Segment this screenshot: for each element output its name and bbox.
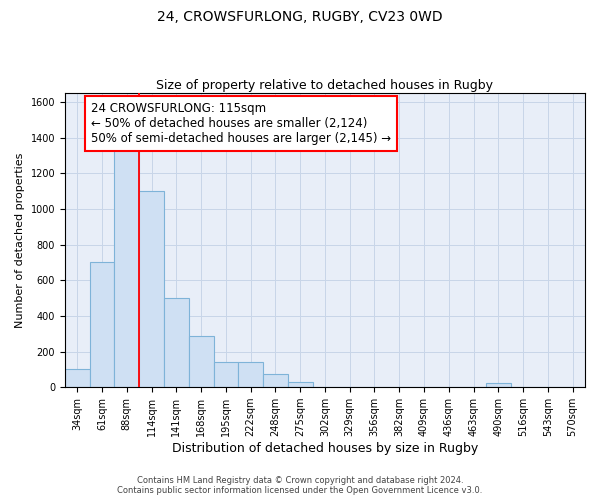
Text: 24, CROWSFURLONG, RUGBY, CV23 0WD: 24, CROWSFURLONG, RUGBY, CV23 0WD bbox=[157, 10, 443, 24]
Y-axis label: Number of detached properties: Number of detached properties bbox=[15, 152, 25, 328]
Bar bbox=[486, 383, 511, 387]
Title: Size of property relative to detached houses in Rugby: Size of property relative to detached ho… bbox=[157, 79, 493, 92]
Bar bbox=[189, 336, 214, 387]
Bar bbox=[89, 262, 115, 387]
Text: Contains HM Land Registry data © Crown copyright and database right 2024.
Contai: Contains HM Land Registry data © Crown c… bbox=[118, 476, 482, 495]
Bar bbox=[115, 148, 139, 387]
Bar bbox=[263, 374, 288, 387]
Bar bbox=[139, 191, 164, 387]
Text: 24 CROWSFURLONG: 115sqm
← 50% of detached houses are smaller (2,124)
50% of semi: 24 CROWSFURLONG: 115sqm ← 50% of detache… bbox=[91, 102, 391, 145]
Bar bbox=[65, 370, 89, 387]
Bar bbox=[288, 382, 313, 387]
Bar bbox=[164, 298, 189, 387]
Bar bbox=[214, 362, 238, 387]
Bar bbox=[238, 362, 263, 387]
X-axis label: Distribution of detached houses by size in Rugby: Distribution of detached houses by size … bbox=[172, 442, 478, 455]
